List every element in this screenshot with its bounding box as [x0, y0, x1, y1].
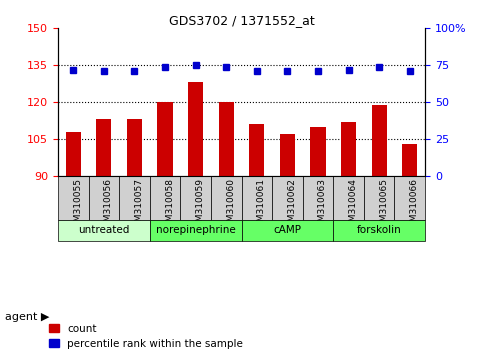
Text: untreated: untreated: [78, 225, 129, 235]
Bar: [119, 176, 150, 220]
Text: GSM310061: GSM310061: [257, 178, 266, 233]
Text: GSM310056: GSM310056: [104, 178, 113, 233]
Bar: [127, 119, 142, 176]
Text: GSM310062: GSM310062: [287, 178, 297, 233]
Bar: [402, 144, 417, 176]
Bar: [188, 82, 203, 176]
Bar: [311, 127, 326, 176]
Bar: [371, 104, 387, 176]
Text: GSM310057: GSM310057: [134, 178, 143, 233]
Text: forskolin: forskolin: [357, 225, 401, 235]
Text: norepinephrine: norepinephrine: [156, 225, 236, 235]
Bar: [58, 220, 150, 241]
Text: GSM310059: GSM310059: [196, 178, 205, 233]
Legend: count, percentile rank within the sample: count, percentile rank within the sample: [49, 324, 243, 349]
Text: cAMP: cAMP: [273, 225, 301, 235]
Bar: [219, 102, 234, 176]
Bar: [395, 176, 425, 220]
Bar: [272, 176, 303, 220]
Text: GSM310066: GSM310066: [410, 178, 419, 233]
Bar: [58, 176, 88, 220]
Bar: [157, 102, 173, 176]
Text: GSM310058: GSM310058: [165, 178, 174, 233]
Text: agent ▶: agent ▶: [5, 312, 49, 322]
Text: GSM310055: GSM310055: [73, 178, 82, 233]
Bar: [333, 176, 364, 220]
Bar: [66, 132, 81, 176]
Bar: [249, 124, 265, 176]
Bar: [242, 220, 333, 241]
Text: GSM310063: GSM310063: [318, 178, 327, 233]
Bar: [364, 176, 395, 220]
Bar: [150, 220, 242, 241]
Bar: [242, 176, 272, 220]
Bar: [88, 176, 119, 220]
Bar: [211, 176, 242, 220]
Bar: [280, 134, 295, 176]
Text: GSM310064: GSM310064: [349, 178, 357, 233]
Bar: [180, 176, 211, 220]
Bar: [303, 176, 333, 220]
Bar: [333, 220, 425, 241]
Title: GDS3702 / 1371552_at: GDS3702 / 1371552_at: [169, 14, 314, 27]
Text: GSM310060: GSM310060: [226, 178, 235, 233]
Bar: [150, 176, 180, 220]
Bar: [341, 122, 356, 176]
Text: GSM310065: GSM310065: [379, 178, 388, 233]
Bar: [96, 119, 112, 176]
